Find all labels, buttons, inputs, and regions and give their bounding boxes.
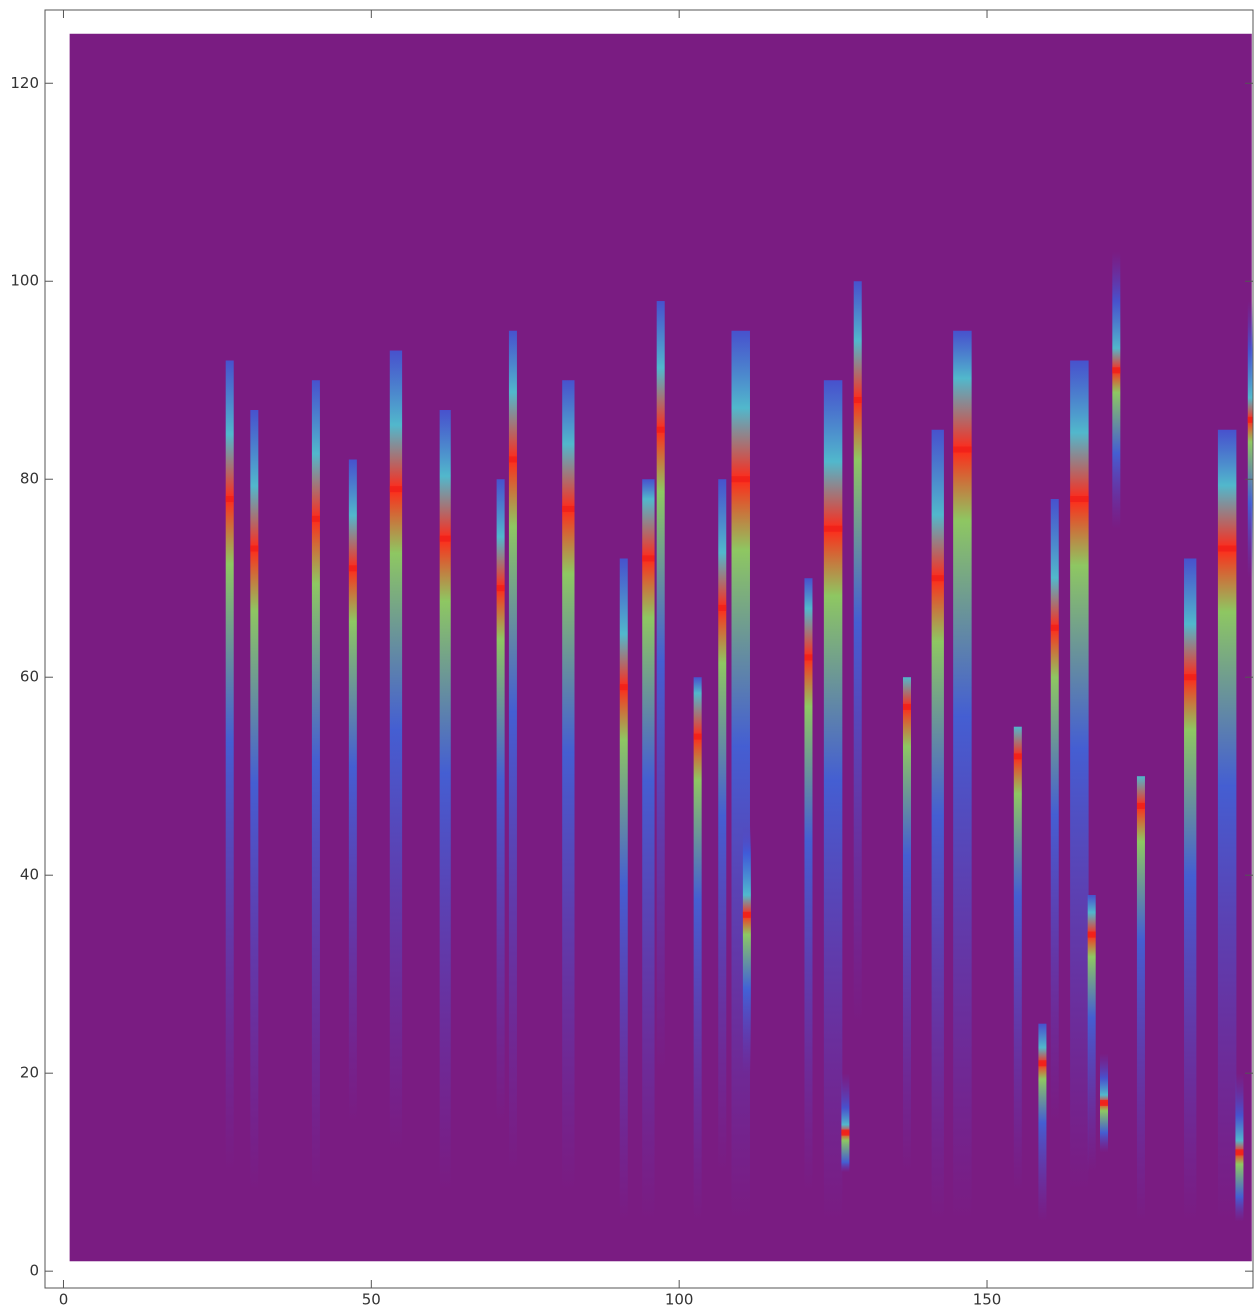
stripe: [311, 380, 320, 1192]
stripe-peak: [1136, 802, 1145, 809]
stripe: [1247, 301, 1253, 579]
stripe-peak: [439, 535, 451, 542]
stripe-peak: [841, 1129, 850, 1136]
stripe: [1038, 1023, 1047, 1222]
stripe: [619, 558, 628, 1222]
stripe: [348, 459, 357, 1123]
stripe: [1184, 558, 1197, 1222]
stripe: [1136, 776, 1145, 1222]
stripe-peak: [562, 505, 575, 512]
plot-frame: [44, 9, 1254, 1289]
y-tick-label: 60: [20, 668, 39, 686]
stripe-peak: [953, 446, 972, 453]
stripe-peak: [804, 654, 813, 661]
stripe: [1217, 429, 1237, 1222]
stripe-peak: [742, 911, 751, 918]
y-tick-label: 120: [10, 74, 39, 92]
stripe: [562, 380, 575, 1192]
stripe-peak: [1217, 545, 1237, 552]
stripe-peak: [823, 525, 843, 532]
axes: 0 50 100 150 0 20 40 60 80 100 120: [10, 9, 1254, 1309]
stripe: [439, 409, 451, 1192]
y-tick-label: 80: [20, 470, 39, 488]
stripe: [853, 281, 862, 1024]
stripe-peak: [1013, 753, 1022, 760]
stripe-peak: [1184, 674, 1197, 681]
stripe-peak: [1099, 1099, 1109, 1106]
stripe-peak: [496, 585, 505, 592]
stripe: [804, 578, 813, 1192]
stripe-peak: [311, 515, 320, 522]
stripe: [642, 479, 655, 1222]
stripe-peak: [1247, 416, 1253, 423]
stripe: [953, 330, 972, 1222]
stripe-peak: [348, 565, 357, 572]
stripe-peak: [389, 486, 403, 493]
stripe-peak: [225, 496, 234, 503]
stripe-peak: [931, 575, 944, 582]
stripe-peak: [1235, 1149, 1244, 1156]
stripe-peak: [853, 397, 862, 404]
stripe: [731, 330, 750, 1222]
stripe: [1050, 499, 1059, 1123]
stripe: [508, 330, 517, 1173]
stripe: [931, 429, 944, 1222]
stripe-peak: [1087, 931, 1096, 938]
stripe-peak: [250, 545, 259, 552]
stripe: [1112, 251, 1121, 529]
stripe: [1013, 726, 1022, 1192]
stripe-peak: [619, 684, 628, 691]
y-tick-label: 0: [29, 1262, 39, 1280]
stripe: [718, 479, 727, 1173]
stripe-peak: [693, 733, 702, 740]
stripe: [742, 825, 751, 1074]
stripe-peak: [902, 703, 911, 710]
plot-area: [69, 33, 1253, 1262]
stripe: [841, 1073, 850, 1173]
stripe-peak: [731, 476, 750, 483]
stripe-peak: [1070, 496, 1089, 503]
x-tick-label: 150: [973, 1291, 1002, 1309]
stripe-peak: [1038, 1060, 1047, 1067]
y-tick-label: 100: [10, 272, 39, 290]
stripe: [1235, 1073, 1244, 1222]
stripe-peak: [642, 555, 655, 562]
stripe-peak: [718, 604, 727, 611]
stripe-peak: [1050, 624, 1059, 631]
stripe: [823, 380, 843, 1222]
stripe-peak: [1112, 367, 1121, 374]
stripe: [1070, 360, 1089, 1192]
x-tick-label: 50: [362, 1291, 381, 1309]
y-tick-label: 20: [20, 1064, 39, 1082]
stripe-peak: [508, 456, 517, 463]
x-tick-label: 0: [59, 1291, 69, 1309]
stripe-peak: [656, 426, 665, 433]
stripe: [693, 677, 702, 1222]
stripe: [496, 479, 505, 1123]
y-tick-label: 40: [20, 866, 39, 884]
stripe: [656, 301, 665, 1074]
stripe: [902, 677, 911, 1173]
x-tick-label: 100: [665, 1291, 694, 1309]
stripe: [389, 350, 403, 1153]
stripe: [250, 409, 259, 1192]
stripe: [225, 360, 234, 1173]
stripe: [1087, 894, 1096, 1173]
